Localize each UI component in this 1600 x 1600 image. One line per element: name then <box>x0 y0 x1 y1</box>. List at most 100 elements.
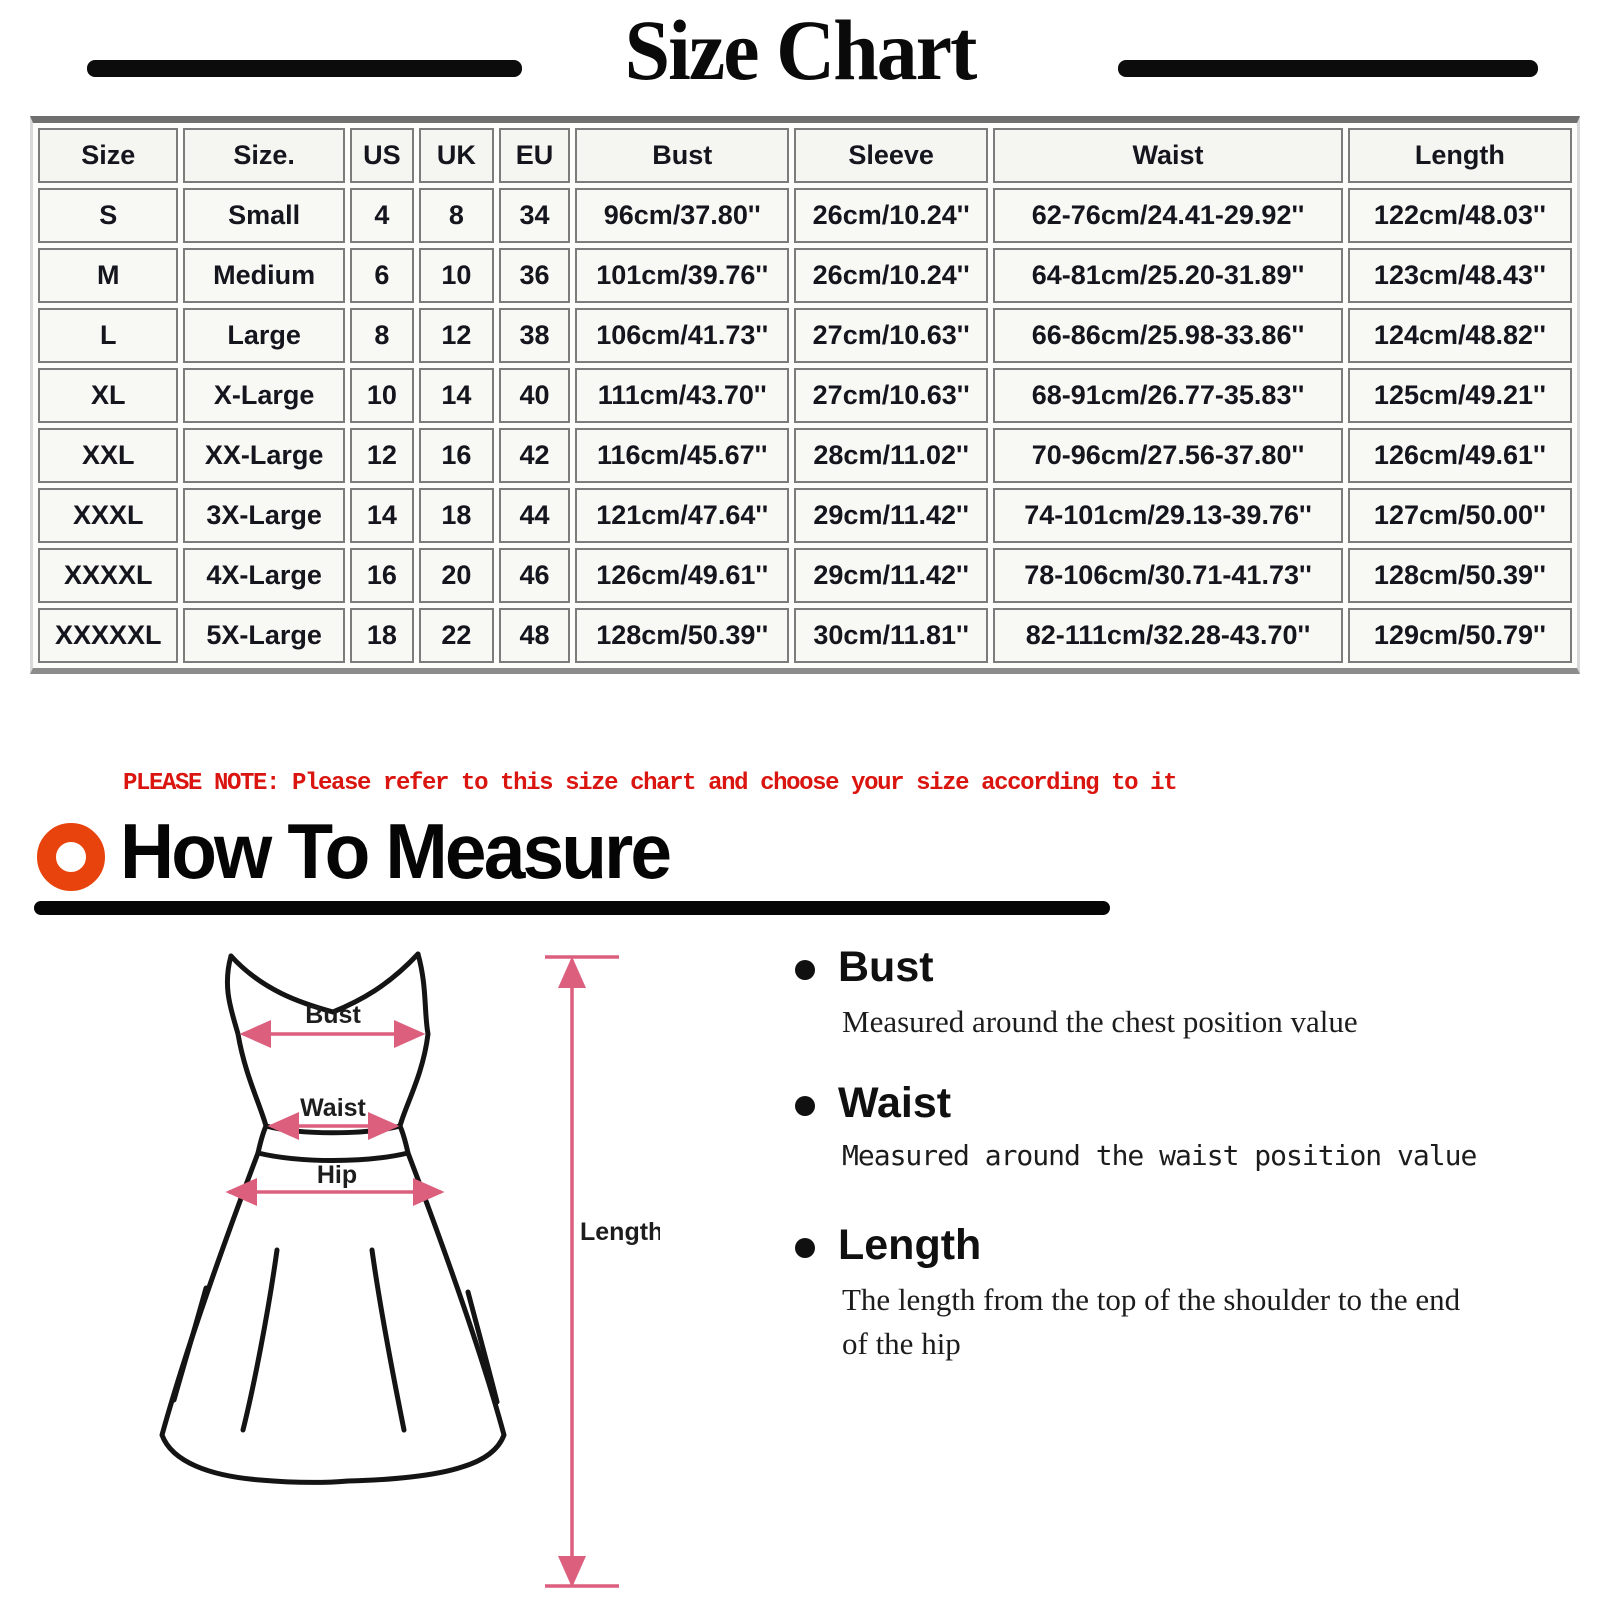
measure-label: Waist <box>838 1079 952 1127</box>
table-cell: 116cm/45.67'' <box>575 428 790 484</box>
bullet-dot-icon <box>795 1238 815 1259</box>
column-header: UK <box>419 128 494 184</box>
title-left-bar <box>87 60 522 77</box>
neckline-left <box>228 953 336 1015</box>
table-cell: 4 <box>349 188 414 244</box>
table-cell: 12 <box>419 308 494 364</box>
table-cell: 129cm/50.79'' <box>1347 608 1572 664</box>
table-cell: 128cm/50.39'' <box>575 608 790 664</box>
size-note: PLEASE NOTE: Please refer to this size c… <box>123 770 1178 797</box>
table-cell: 27cm/10.63'' <box>794 368 989 424</box>
section-underline <box>34 901 1110 915</box>
page-title: Size Chart <box>624 2 978 98</box>
table-cell: 16 <box>419 428 494 484</box>
table-cell: 123cm/48.43'' <box>1347 248 1572 304</box>
skirt-fold-line <box>171 1285 209 1403</box>
table-cell: 6 <box>349 248 414 304</box>
table-cell: XXXXL <box>38 548 179 604</box>
table-cell: 28cm/11.02'' <box>794 428 989 484</box>
size-table-body: S Small 4 8 34 96cm/37.80'' 26cm/10.24'' 62-76c… <box>38 188 1572 664</box>
table-cell: 122cm/48.03'' <box>1347 188 1572 244</box>
table-cell: Large <box>183 308 345 364</box>
table-cell: X-Large <box>183 368 345 424</box>
title-right-bar <box>1118 60 1538 77</box>
table-cell: 34 <box>498 188 571 244</box>
table-cell: 20 <box>419 548 494 604</box>
table-cell: 26cm/10.24'' <box>794 188 989 244</box>
table-cell: XXL <box>38 428 179 484</box>
measure-description: Measured around the chest position value <box>842 1004 1358 1040</box>
table-cell: 96cm/37.80'' <box>575 188 790 244</box>
table-row: S Small 4 8 34 96cm/37.80'' 26cm/10.24'' 62-76c… <box>38 188 1572 244</box>
skirt-fold-line <box>240 1247 280 1433</box>
measure-description: Measured around the waist position value <box>842 1139 1477 1173</box>
table-cell: 66-86cm/25.98-33.86'' <box>993 308 1343 364</box>
column-header: Length <box>1347 128 1572 184</box>
table-cell: 14 <box>419 368 494 424</box>
measure-item-bust: Bust Measured around the chest position … <box>795 943 1485 1044</box>
table-cell: M <box>38 248 179 304</box>
table-cell: 22 <box>419 608 494 664</box>
column-header: Waist <box>993 128 1343 184</box>
neckline-right <box>330 951 421 1015</box>
table-cell: 30cm/11.81'' <box>794 608 989 664</box>
table-cell: S <box>38 188 179 244</box>
dress-measurement-diagram: Bust Waist Hip Length <box>159 951 660 1588</box>
table-cell: 26cm/10.24'' <box>794 248 989 304</box>
skirt-fold-line <box>369 1247 407 1433</box>
table-cell: 111cm/43.70'' <box>575 368 790 424</box>
column-header: Size <box>38 128 179 184</box>
column-header: Bust <box>575 128 790 184</box>
size-table-header-row: Size Size. US UK EU Bust Sleeve Waist Length <box>38 128 1572 184</box>
table-cell: 18 <box>419 488 494 544</box>
bullet-dot-icon <box>795 1096 815 1117</box>
size-table: Size Size. US UK EU Bust Sleeve Waist Length S Sm… <box>30 116 1580 675</box>
table-cell: 62-76cm/24.41-29.92'' <box>993 188 1343 244</box>
table-cell: 14 <box>349 488 414 544</box>
hip-diagram-label: Hip <box>317 1161 357 1189</box>
diagram-labels: Bust Waist Hip Length <box>300 1001 660 1246</box>
table-cell: 101cm/39.76'' <box>575 248 790 304</box>
table-cell: 70-96cm/27.56-37.80'' <box>993 428 1343 484</box>
table-cell: 125cm/49.21'' <box>1347 368 1572 424</box>
table-cell: 36 <box>498 248 571 304</box>
table-row: XL X-Large 10 14 40 111cm/43.70'' 27cm/10.63''… <box>38 368 1572 424</box>
table-row: XXXL 3X-Large 14 18 44 121cm/47.64'' 29cm/11.4… <box>38 488 1572 544</box>
table-cell: 74-101cm/29.13-39.76'' <box>993 488 1343 544</box>
table-cell: 16 <box>349 548 414 604</box>
table-cell: 38 <box>498 308 571 364</box>
table-cell: 48 <box>498 608 571 664</box>
bullet-ring-icon <box>37 823 105 891</box>
table-cell: Medium <box>183 248 345 304</box>
table-cell: 40 <box>498 368 571 424</box>
table-cell: 29cm/11.42'' <box>794 488 989 544</box>
table-cell: 46 <box>498 548 571 604</box>
table-cell: XX-Large <box>183 428 345 484</box>
measure-description: The length from the top of the shoulder … <box>842 1282 1461 1361</box>
table-cell: 78-106cm/30.71-41.73'' <box>993 548 1343 604</box>
table-cell: 12 <box>349 428 414 484</box>
table-cell: 5X-Large <box>183 608 345 664</box>
table-cell: 10 <box>349 368 414 424</box>
table-row: M Medium 6 10 36 101cm/39.76'' 26cm/10.24'' 64-… <box>38 248 1572 304</box>
table-cell: 18 <box>349 608 414 664</box>
column-header: Size. <box>183 128 345 184</box>
table-cell: 3X-Large <box>183 488 345 544</box>
table-cell: 29cm/11.42'' <box>794 548 989 604</box>
table-cell: 82-111cm/32.28-43.70'' <box>993 608 1343 664</box>
table-cell: L <box>38 308 179 364</box>
table-cell: 10 <box>419 248 494 304</box>
table-cell: 8 <box>419 188 494 244</box>
table-row: XXXXL 4X-Large 16 20 46 126cm/49.61'' 29cm/11.… <box>38 548 1572 604</box>
length-diagram-label: Length <box>580 1218 660 1246</box>
table-cell: XXXXXL <box>38 608 179 664</box>
waist-diagram-label: Waist <box>300 1094 366 1122</box>
table-cell: 8 <box>349 308 414 364</box>
measure-label: Length <box>838 1221 982 1269</box>
measurement-arrows <box>225 955 619 1588</box>
table-cell: 106cm/41.73'' <box>575 308 790 364</box>
measure-label: Bust <box>838 943 934 991</box>
bust-diagram-label: Bust <box>305 1001 361 1029</box>
measure-item-waist: Waist Measured around the waist position… <box>795 1079 1485 1175</box>
skirt-outline <box>159 1150 507 1485</box>
